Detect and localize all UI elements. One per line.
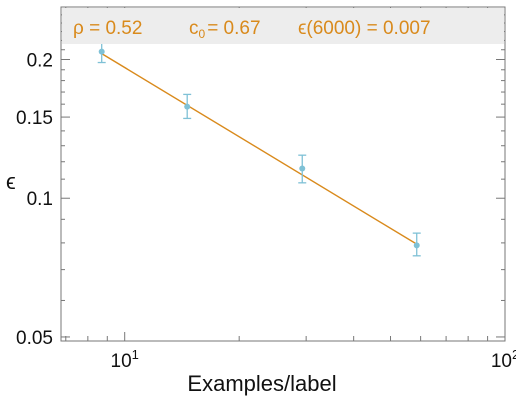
y-tick-label: 0.1: [27, 189, 53, 210]
x-tick-label-exponent: 2: [512, 347, 516, 362]
plot-frame: [60, 6, 506, 342]
x-tick-label-exponent: 1: [132, 347, 139, 362]
y-tick-labels: 0.05 0.1 0.15 0.2: [16, 51, 53, 349]
data-point: [184, 103, 191, 110]
x-tick-label: 102: [491, 347, 516, 372]
x-tick-label-base: 10: [111, 351, 132, 372]
x-axis-title: Examples/label: [187, 371, 336, 396]
data-point: [299, 165, 306, 172]
x-minor-ticks: [65, 7, 506, 341]
annotation-c0-base: c: [189, 18, 199, 39]
fit-line-layer: [101, 52, 418, 245]
annotation-c0-subscript: 0: [199, 27, 206, 41]
data-points-layer: [97, 37, 421, 257]
annotation-background: [62, 8, 504, 44]
data-point: [413, 242, 420, 249]
fit-line: [101, 52, 418, 245]
x-tick-label-base: 10: [491, 351, 512, 372]
x-tick-label: 101: [111, 347, 139, 372]
y-axis-title: ϵ: [6, 169, 16, 194]
y-tick-label: 0.15: [16, 108, 53, 129]
annotation-c0-value: = 0.67: [207, 18, 260, 39]
x-tick-labels: 101 102: [111, 347, 516, 372]
annotation-c0: c0 = 0.67: [189, 18, 261, 41]
annotation-epsilon-6000: ϵ(6000) = 0.007: [298, 18, 431, 39]
annotation-box: ρ = 0.52 c0 = 0.67 ϵ(6000) = 0.007: [62, 8, 504, 44]
annotation-rho: ρ = 0.52: [73, 18, 142, 39]
data-point: [98, 48, 105, 55]
y-minor-ticks: [61, 14, 505, 338]
y-tick-label: 0.2: [27, 51, 53, 72]
y-tick-label: 0.05: [16, 328, 53, 349]
